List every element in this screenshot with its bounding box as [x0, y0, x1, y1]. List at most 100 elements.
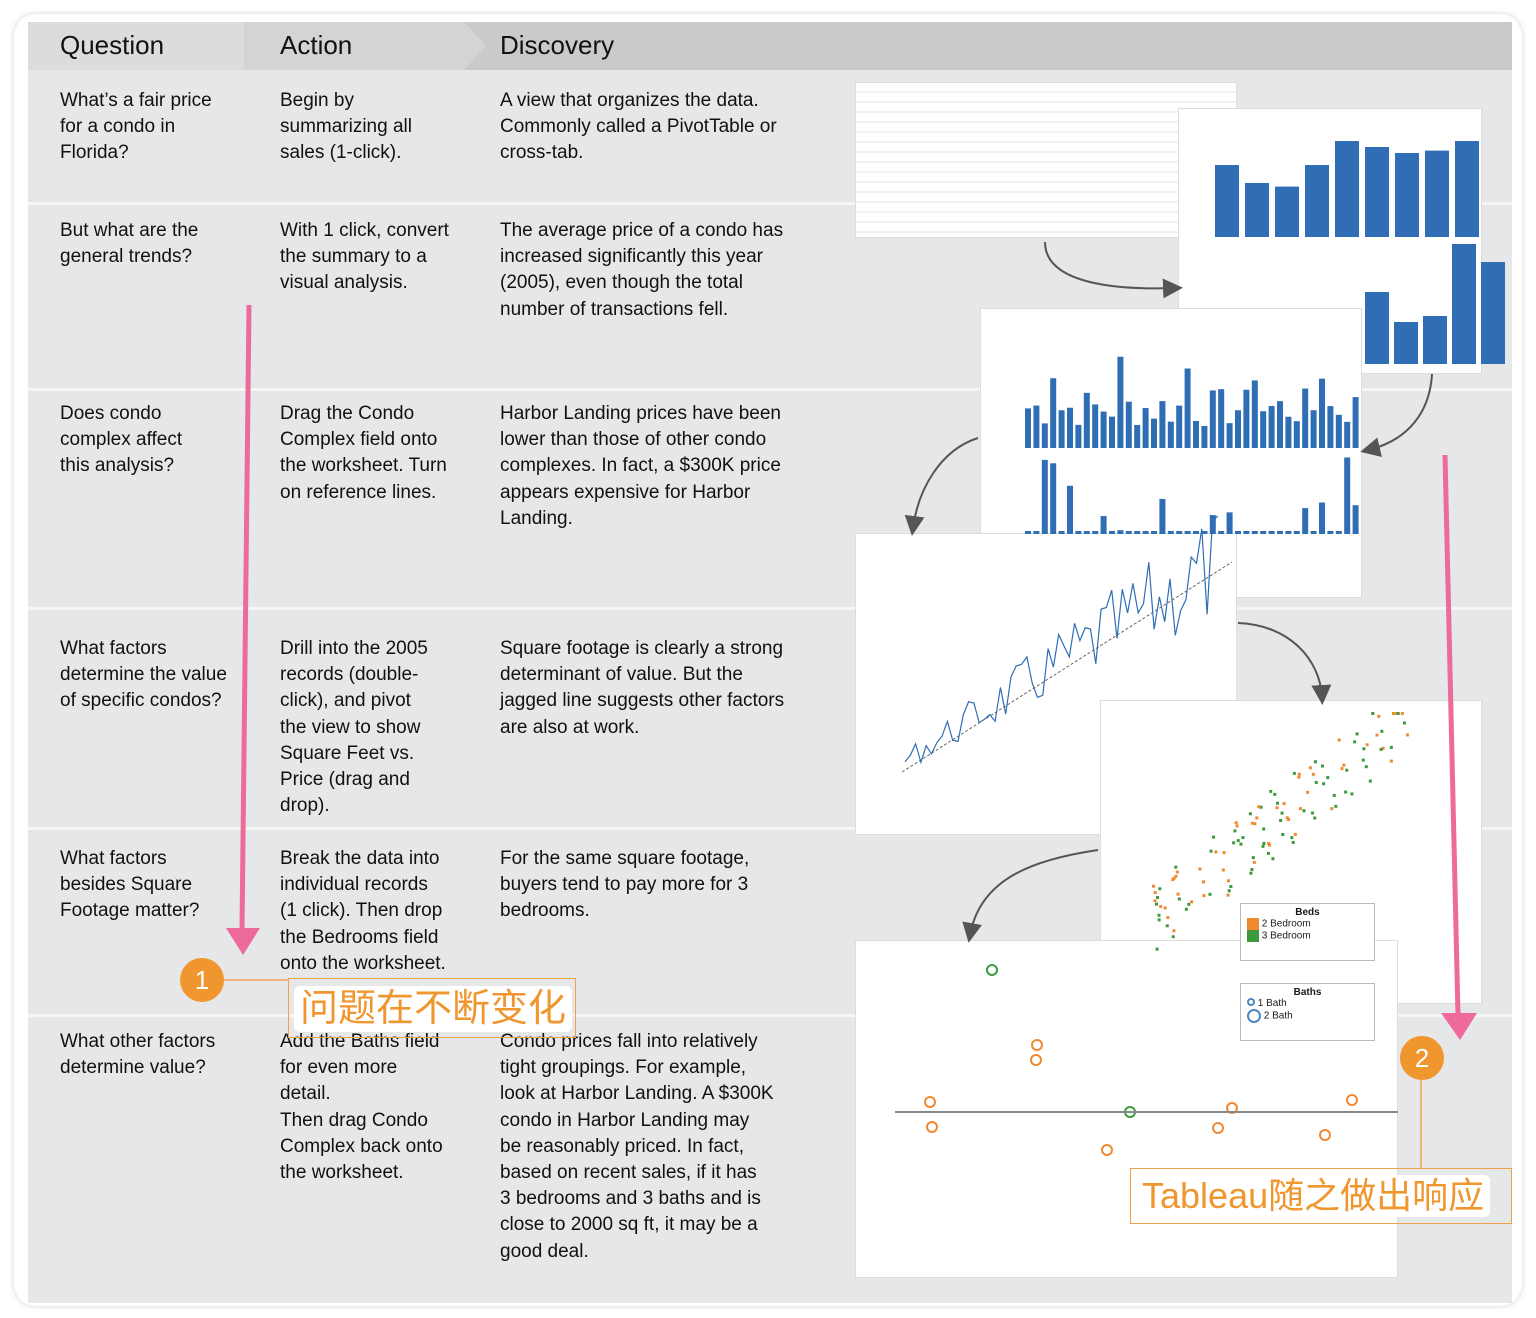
scatter-mark — [1380, 729, 1384, 733]
annotation-badge-1: 1 — [180, 958, 224, 1002]
bar-mark — [1083, 531, 1090, 534]
discovery-1: A view that organizes the data. Commonly… — [500, 90, 777, 164]
bar-mark — [1159, 401, 1166, 448]
action-4: Drill into the 2005 records (double- cli… — [280, 638, 428, 817]
scatter-mark — [1239, 842, 1243, 846]
scatter-mark — [1389, 745, 1393, 749]
action-3: Drag the Condo Complex field onto the wo… — [280, 403, 447, 503]
bar-mark — [1352, 397, 1359, 448]
scatter-mark — [1273, 792, 1277, 796]
annotation-box-1 — [288, 978, 576, 1038]
scatter-mark — [1198, 867, 1202, 871]
scatter-mark — [1152, 884, 1156, 888]
scatter-mark — [1190, 900, 1194, 904]
scatter-mark — [1158, 887, 1162, 891]
scatter-mark — [926, 1121, 938, 1133]
scatter-mark — [1214, 850, 1218, 854]
scatter-mark — [1313, 760, 1317, 764]
scatter-mark — [1262, 827, 1266, 831]
bar-mark — [1260, 531, 1267, 534]
scatter-mark — [1253, 822, 1257, 826]
bar-mark — [1033, 531, 1040, 534]
bar-mark — [1226, 423, 1233, 448]
baths-legend: Baths 1 Bath 2 Bath — [1240, 983, 1375, 1041]
scatter-mark — [1342, 763, 1346, 767]
flow-arrow — [904, 437, 979, 536]
discovery-4: Square footage is clearly a strong deter… — [500, 638, 785, 738]
bar-mark — [1455, 141, 1479, 237]
scatter-mark — [1209, 849, 1213, 853]
bar-mark — [1159, 498, 1166, 534]
discovery-5: For the same square footage, buyers tend… — [500, 848, 750, 922]
scatter-mark — [1261, 844, 1265, 848]
scatter-mark — [986, 964, 998, 976]
bar-mark — [1243, 531, 1250, 534]
scatter-mark — [1280, 811, 1284, 815]
scatter-mark — [1166, 916, 1170, 920]
scatter-mark — [1157, 913, 1161, 917]
scatter-mark — [1101, 1144, 1113, 1156]
scatter-mark — [1212, 1122, 1224, 1134]
scatter-mark — [1255, 816, 1259, 820]
scatter-mark — [1361, 758, 1365, 762]
scatter-mark — [1311, 811, 1315, 815]
bar-mark — [1184, 368, 1191, 448]
scatter-mark — [1250, 868, 1254, 872]
bar-mark — [1293, 531, 1300, 534]
scatter-mark — [1400, 712, 1404, 715]
scatter-mark — [1222, 851, 1226, 855]
scatter-mark — [1298, 807, 1302, 811]
pink-arrow-2 — [1441, 454, 1477, 1040]
bar-mark — [1293, 421, 1300, 448]
bar-mark — [1251, 531, 1258, 534]
bar-mark — [1327, 531, 1334, 534]
legend-item: 3 Bedroom — [1247, 930, 1368, 942]
bar-mark — [1209, 390, 1216, 448]
bar-mark — [1167, 531, 1174, 534]
legend-label: 2 Bath — [1263, 1010, 1293, 1022]
bar-mark — [1425, 150, 1449, 237]
scatter-mark — [1291, 840, 1295, 844]
scatter-mark — [1275, 806, 1279, 810]
scatter-mark — [1340, 767, 1344, 771]
bar-mark — [1041, 423, 1048, 448]
scatter-mark — [1174, 874, 1178, 878]
beds-legend: Beds 2 Bedroom 3 Bedroom — [1240, 903, 1375, 961]
scatter-mark — [1313, 816, 1317, 820]
bar-mark — [1134, 424, 1141, 448]
bar-mark — [1285, 416, 1292, 448]
bar-mark — [1058, 410, 1065, 448]
scatter-mark — [1293, 832, 1297, 836]
bar-mark — [1310, 531, 1317, 534]
scatter-mark — [1159, 904, 1163, 908]
bar-mark — [1100, 516, 1107, 534]
scatter-mark — [1287, 818, 1291, 822]
flow-arrow — [1237, 622, 1332, 705]
bar-mark — [1193, 420, 1199, 448]
scatter-mark — [1177, 897, 1181, 901]
scatter-mark — [1208, 892, 1212, 896]
bar-mark — [1285, 531, 1292, 534]
bar-mark — [1067, 407, 1073, 448]
discovery-6: Condo prices fall into relatively tight … — [500, 1031, 774, 1262]
scatter-mark — [1381, 746, 1385, 750]
bar-mark — [1335, 414, 1342, 448]
scatter-mark — [1235, 824, 1239, 828]
action-1: Begin by summarizing all sales (1-click)… — [280, 90, 412, 164]
scatter-mark — [1229, 885, 1233, 889]
bar-mark — [1452, 244, 1476, 364]
bar-mark — [1117, 356, 1124, 448]
scatter-mark — [1337, 738, 1341, 742]
scatter-mark — [1320, 764, 1324, 768]
bar-mark — [1235, 410, 1241, 448]
scatter-mark — [1389, 759, 1393, 763]
scatter-mark — [1155, 902, 1159, 906]
header-question: Question — [60, 30, 165, 60]
scatter-mark — [1364, 765, 1368, 769]
scatter-mark — [1330, 807, 1334, 811]
scatter-mark — [1172, 929, 1176, 933]
bar-mark — [1025, 531, 1031, 534]
scatter-mark — [1322, 782, 1326, 786]
legend-label: 1 Bath — [1257, 998, 1287, 1009]
header-action: Action — [280, 30, 353, 60]
